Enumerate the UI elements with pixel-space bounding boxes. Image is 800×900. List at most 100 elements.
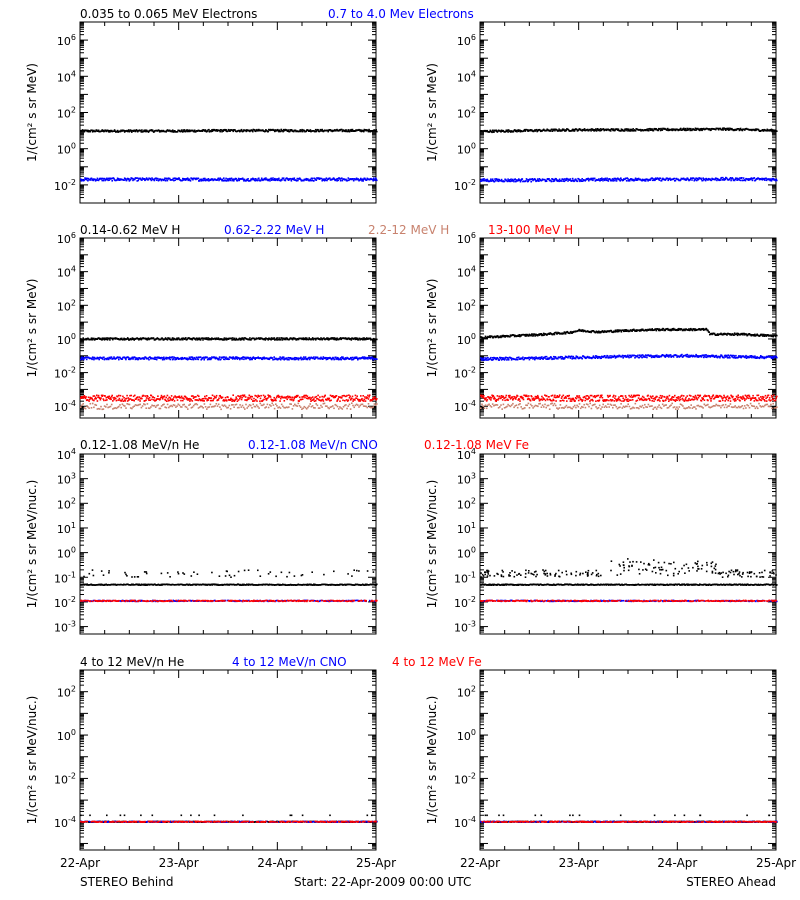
data-point xyxy=(133,339,135,341)
data-point xyxy=(483,179,485,182)
data-point xyxy=(177,178,179,181)
data-point xyxy=(124,178,127,180)
data-point xyxy=(622,329,624,331)
data-point xyxy=(225,405,227,408)
data-point xyxy=(170,395,173,397)
data-point xyxy=(618,178,620,180)
data-point xyxy=(84,177,86,179)
data-point xyxy=(154,358,157,360)
data-point xyxy=(87,177,90,180)
data-point xyxy=(306,395,309,397)
data-point xyxy=(304,357,306,359)
data-point xyxy=(351,128,354,131)
data-point xyxy=(128,358,130,361)
data-point xyxy=(694,129,696,131)
data-point xyxy=(231,337,234,339)
data-point xyxy=(191,356,194,358)
data-point xyxy=(224,128,226,131)
data-point xyxy=(363,356,366,358)
data-point xyxy=(88,400,90,402)
data-point xyxy=(142,394,145,397)
data-point xyxy=(576,128,578,131)
data-point xyxy=(161,358,164,361)
data-point xyxy=(126,338,128,340)
data-point xyxy=(534,333,536,336)
data-point xyxy=(726,177,728,180)
data-point xyxy=(318,407,321,409)
data-point xyxy=(359,130,361,132)
data-point xyxy=(110,403,113,406)
data-point xyxy=(202,397,205,400)
data-point xyxy=(226,407,228,409)
data-point xyxy=(81,339,84,341)
data-point xyxy=(553,332,555,335)
data-point xyxy=(551,128,553,131)
data-point xyxy=(486,337,489,339)
data-point xyxy=(147,178,150,181)
data-point xyxy=(320,130,323,132)
data-point xyxy=(279,407,282,409)
data-point xyxy=(124,405,126,407)
data-point xyxy=(87,130,90,133)
data-point xyxy=(508,180,511,183)
data-point xyxy=(572,130,575,132)
data-point xyxy=(182,404,184,406)
data-point xyxy=(228,404,231,407)
data-point xyxy=(260,177,263,180)
data-point xyxy=(263,403,265,406)
data-point xyxy=(109,398,111,400)
data-point xyxy=(370,406,372,409)
data-point xyxy=(765,129,768,132)
data-point xyxy=(293,397,296,399)
data-point xyxy=(146,403,149,405)
data-point xyxy=(164,399,167,402)
data-point xyxy=(207,178,210,180)
data-point xyxy=(285,396,288,398)
data-point xyxy=(339,396,342,398)
y-tick-label: 102 xyxy=(57,106,76,121)
data-point xyxy=(241,337,243,339)
data-point xyxy=(209,399,212,402)
legend-heavy-low: 0.12-1.08 MeV/n He 0.12-1.08 MeV/n CNO 0… xyxy=(80,438,529,452)
data-point xyxy=(327,406,329,409)
data-point xyxy=(150,129,153,131)
data-point xyxy=(112,397,115,399)
data-point xyxy=(259,400,261,402)
data-point xyxy=(147,130,149,132)
data-point xyxy=(231,358,234,360)
data-point xyxy=(335,337,337,340)
data-point xyxy=(300,130,302,133)
data-point xyxy=(362,180,364,182)
data-point xyxy=(536,180,538,182)
data-point xyxy=(202,400,204,402)
data-point xyxy=(349,358,351,360)
data-point xyxy=(639,330,641,332)
data-point xyxy=(205,338,207,340)
data-point xyxy=(374,177,377,179)
data-point xyxy=(119,130,122,133)
data-point xyxy=(587,177,589,180)
data-point xyxy=(529,178,532,181)
data-point xyxy=(684,178,687,180)
data-point xyxy=(352,179,355,182)
data-point xyxy=(729,177,732,179)
data-point xyxy=(333,396,335,399)
data-point xyxy=(492,336,495,339)
data-point xyxy=(274,179,277,182)
data-point xyxy=(166,400,168,402)
data-point xyxy=(288,406,290,408)
data-point xyxy=(290,178,292,180)
data-point xyxy=(480,130,482,133)
data-point xyxy=(553,178,555,181)
data-point xyxy=(114,338,116,340)
data-point xyxy=(360,130,363,133)
data-point xyxy=(107,395,109,398)
data-point xyxy=(335,130,337,132)
data-point xyxy=(226,179,229,181)
data-point xyxy=(617,128,620,130)
data-point xyxy=(104,179,106,182)
data-point xyxy=(487,179,489,182)
data-point xyxy=(234,356,237,358)
data-point xyxy=(231,356,233,359)
data-point xyxy=(183,130,185,133)
